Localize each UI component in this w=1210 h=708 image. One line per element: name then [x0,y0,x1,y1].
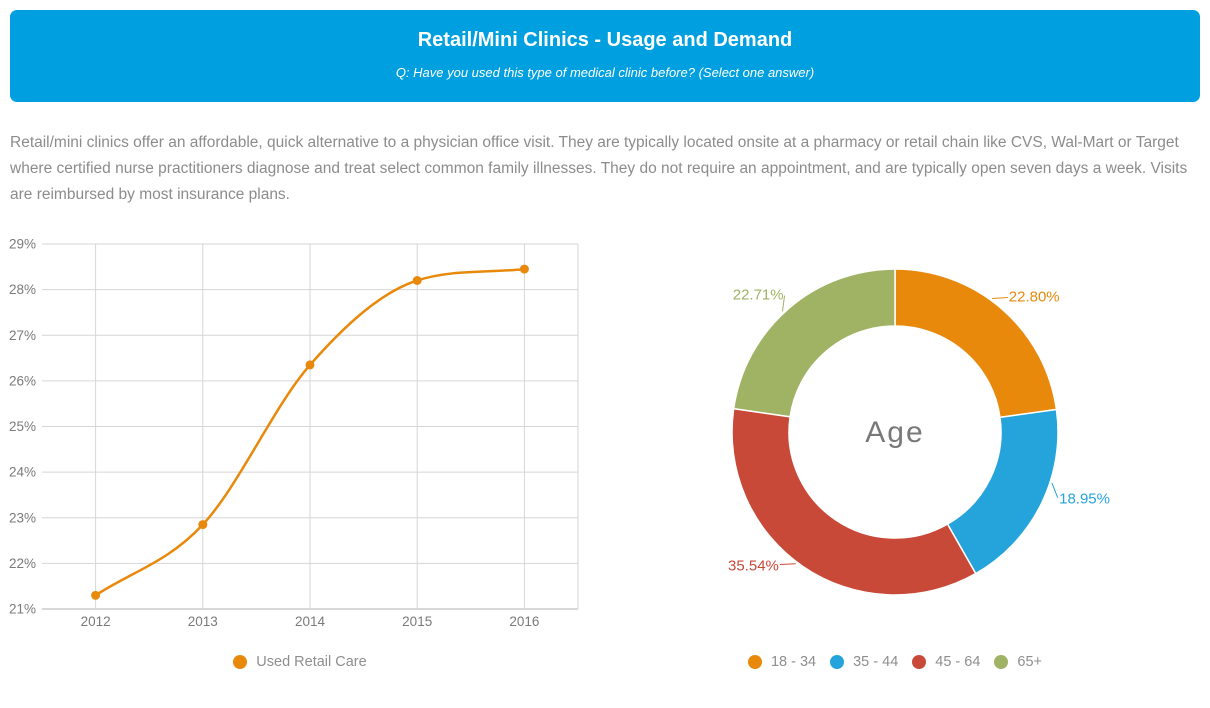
y-tick-label: 23% [9,510,36,525]
series-line[interactable] [94,267,526,597]
y-tick-label: 25% [9,419,36,434]
donut-chart-age[interactable]: 22.80% 18.95% 35.54% 22.71% Age 18 - 34 35 - … [640,214,1150,670]
legend-dot-icon [830,655,845,669]
x-tick-label: 2013 [188,614,218,629]
description-text: Retail/mini clinics offer an affordable,… [10,134,1188,203]
donut-slice-45-64[interactable] [731,407,977,596]
data-point-2012[interactable] [91,590,101,600]
legend-item-age-45-64[interactable]: 45 - 64 [912,654,980,670]
line-chart-canvas[interactable]: 21% 22% 23% 24% 25% 26% 27% 28% 29% 2012 2013 2014 2… [0,226,600,638]
legend-item-age-18-34[interactable]: 18 - 34 [747,654,817,670]
legend-label: 65+ [1017,654,1043,670]
slice-value-label: 22.80% [1009,288,1060,305]
slice-leader-line [779,563,796,565]
data-point-2016[interactable] [519,264,529,274]
page-title: Retail/Mini Clinics - Usage and Demand [417,29,793,51]
slice-leader-line [1051,482,1059,498]
y-tick-label: 29% [9,237,36,252]
y-tick-label: 24% [9,465,36,480]
data-point-2014[interactable] [305,360,315,370]
survey-question: Q: Have you used this type of medical cl… [395,65,815,80]
x-tick-label: 2015 [402,614,432,629]
x-tick-label: 2014 [295,614,326,629]
x-tick-label: 2016 [509,614,539,629]
legend-dot-icon [912,655,927,669]
legend-dot-icon [233,655,248,669]
legend-label: 35 - 44 [853,654,899,670]
data-point-2015[interactable] [412,276,422,285]
donut-slice-35-44[interactable] [946,408,1059,575]
legend-dot-icon [994,655,1009,669]
legend-dot-icon [747,655,762,669]
legend-item-age-65+[interactable]: 65+ [994,654,1042,670]
legend-item-used-retail-care[interactable]: Used Retail Care [233,654,367,670]
x-tick-label: 2012 [81,614,111,629]
legend-item-age-35-44[interactable]: 35 - 44 [830,654,898,670]
legend-label: Used Retail Care [256,654,367,670]
donut-center-label: Age [865,416,924,449]
legend-label: 18 - 34 [770,654,817,670]
line-chart-legend: Used Retail Care [0,654,600,670]
donut-slice-65+[interactable] [732,268,896,418]
y-tick-label: 28% [9,282,36,297]
slice-leader-line [991,297,1008,300]
y-tick-label: 22% [9,556,36,571]
line-chart-usage[interactable]: 21% 22% 23% 24% 25% 26% 27% 28% 29% 2012 2013 2014 2… [0,226,600,670]
donut-chart-canvas[interactable]: 22.80% 18.95% 35.54% 22.71% Age [640,214,1150,614]
header-banner: Retail/Mini Clinics - Usage and Demand Q… [10,10,1200,102]
y-tick-label: 21% [9,602,36,617]
report-page: Retail/Mini Clinics - Usage and Demand Q… [0,10,1210,684]
y-tick-label: 26% [9,373,36,388]
slice-value-label: 18.95% [1059,490,1110,507]
slice-value-label: 35.54% [728,558,779,575]
charts-row: 21% 22% 23% 24% 25% 26% 27% 28% 29% 2012 2013 2014 2… [0,214,1210,684]
y-tick-label: 27% [9,328,36,343]
data-point-2013[interactable] [198,520,208,530]
donut-chart-legend: 18 - 34 35 - 44 45 - 64 65+ [640,654,1150,670]
slice-value-label: 22.71% [733,286,784,303]
legend-label: 45 - 64 [935,654,981,670]
slice-leader-line [781,295,786,312]
